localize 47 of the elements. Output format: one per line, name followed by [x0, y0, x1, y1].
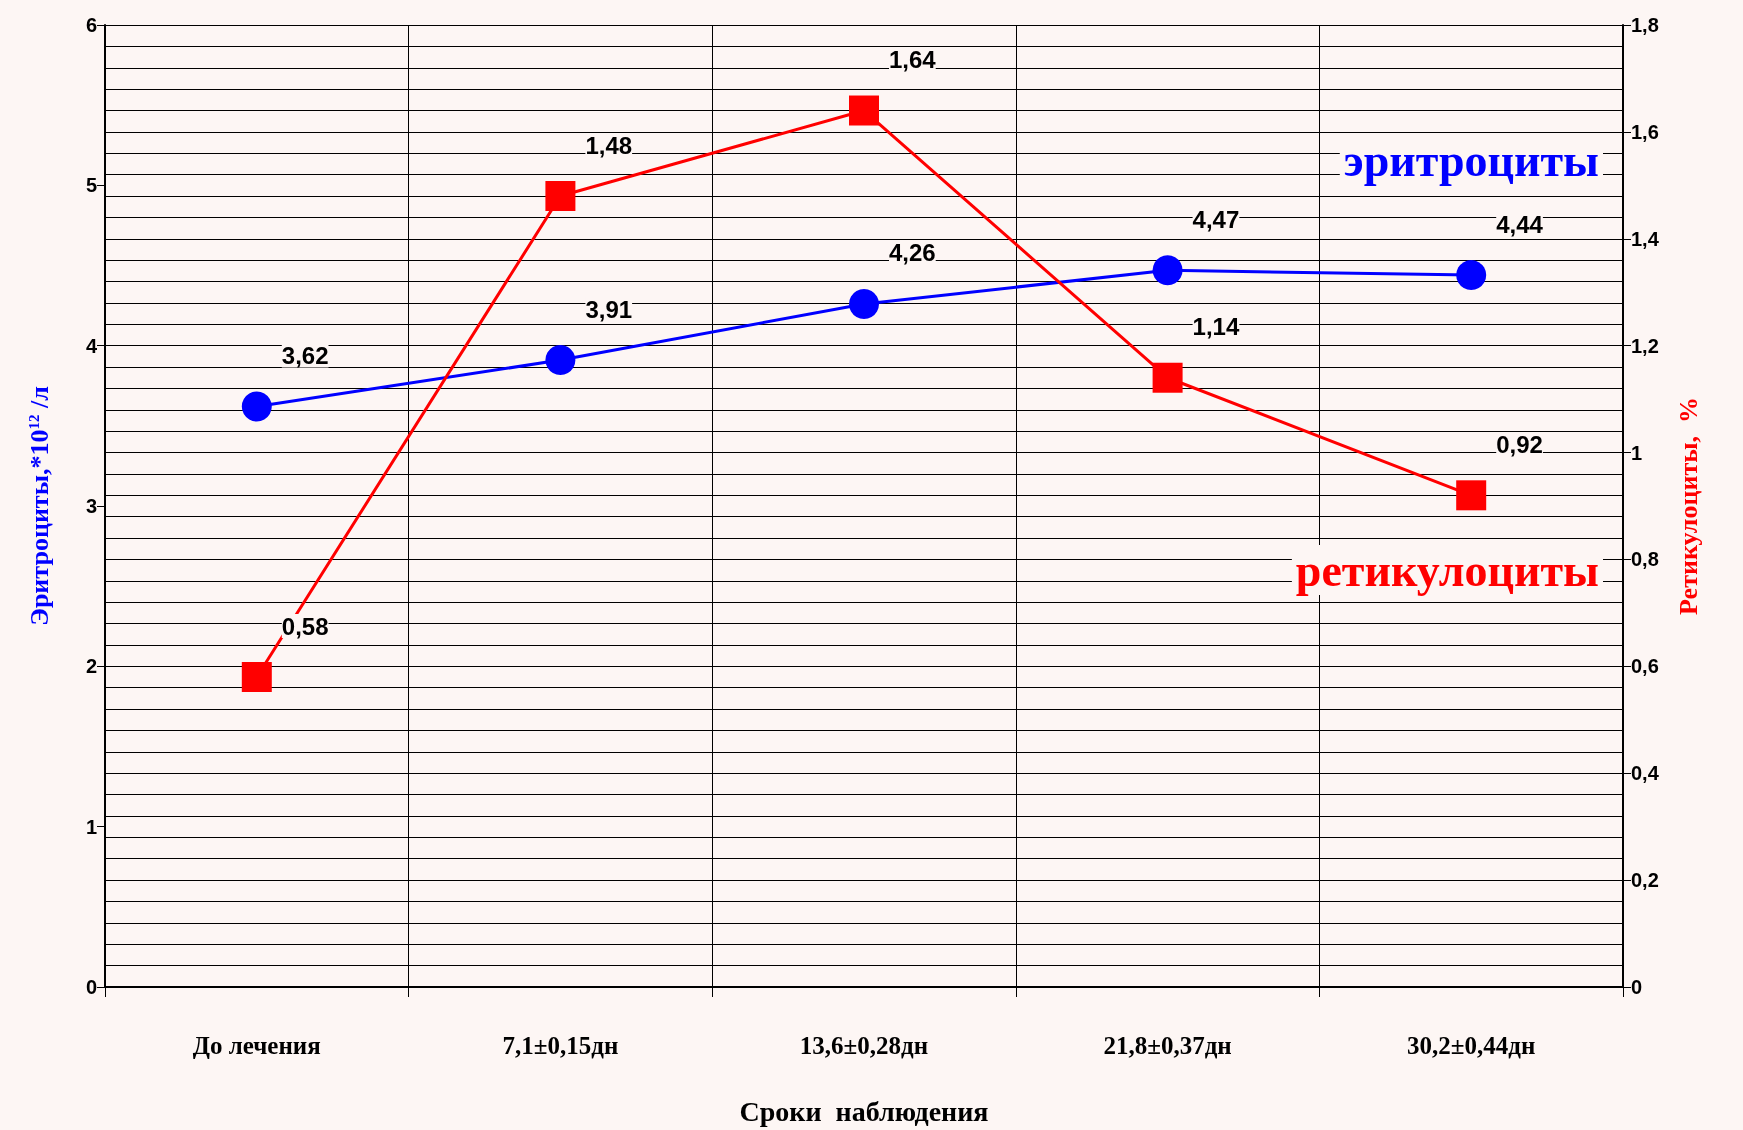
x-tick-label: 30,2±0,44дн [1407, 1032, 1536, 1059]
y2-tick-label: 0,6 [1631, 655, 1659, 678]
point [849, 95, 879, 126]
data-label: 1,64 [889, 46, 937, 74]
point [1456, 260, 1487, 291]
y2-tick-label: 0,4 [1631, 762, 1660, 785]
data-label: 4,26 [889, 239, 936, 267]
y-tick-label: 2 [85, 655, 97, 678]
y-tick-label: 0 [85, 976, 97, 998]
x-axis-title: Сроки наблюдения [739, 1095, 989, 1127]
y2-tick-label: 1,2 [1631, 334, 1659, 357]
y2-tick-label: 1,8 [1631, 14, 1659, 36]
point [849, 288, 879, 319]
y2-tick-label: 1 [1631, 441, 1643, 464]
data-label: 3,62 [281, 342, 329, 370]
point [545, 345, 576, 376]
series-label: эритроциты [1343, 134, 1600, 186]
point [1152, 362, 1183, 393]
y-tick-label: 5 [85, 174, 97, 197]
y2-tick-label: 1,4 [1631, 227, 1660, 250]
point [1456, 480, 1487, 511]
y-axis-title: Эритроциты,*1012 /л [25, 386, 54, 626]
y2-tick-label: 0,8 [1631, 548, 1659, 571]
x-tick-label: До лечения [192, 1032, 321, 1059]
y-tick-label: 4 [85, 334, 98, 357]
data-label: 1,14 [1192, 313, 1240, 341]
data-label: 0,58 [281, 612, 329, 640]
x-tick-label: 7,1±0,15дн [502, 1032, 619, 1059]
data-label: 0,92 [1496, 430, 1543, 458]
y-tick-label: 1 [85, 815, 97, 838]
y2-tick-label: 0,2 [1631, 869, 1659, 892]
y2-tick-label: 0 [1631, 976, 1643, 998]
x-tick-label: 21,8±0,37дн [1103, 1032, 1232, 1059]
point [545, 181, 576, 212]
x-tick-label: 13,6±0,28дн [799, 1032, 929, 1059]
point [241, 391, 272, 422]
y2-tick-label: 1,6 [1631, 120, 1659, 143]
y-tick-label: 3 [85, 495, 97, 517]
series-label: ретикулоциты [1295, 544, 1600, 596]
data-label: 1,48 [585, 131, 633, 159]
y-tick-label: 6 [85, 14, 97, 36]
y2-axis-title: Ретикулоциты, % [1673, 397, 1703, 615]
data-label: 4,44 [1496, 210, 1544, 238]
point [1152, 255, 1183, 286]
point [241, 662, 272, 693]
data-label: 3,91 [585, 295, 633, 323]
data-label: 4,47 [1192, 205, 1240, 233]
